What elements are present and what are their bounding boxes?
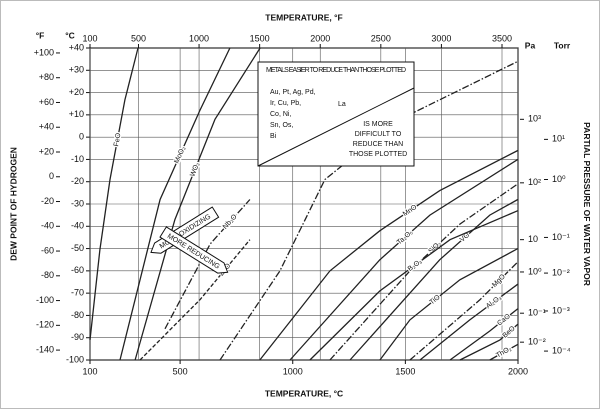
- y4ticks-label: 10⁻³: [552, 305, 570, 315]
- series-line: [379, 248, 519, 361]
- y4ticks-label: 10⁻⁴: [552, 345, 571, 355]
- x2-tick-label: 3000: [431, 33, 451, 43]
- x2-tick-label: 1500: [250, 33, 270, 43]
- y2-tick-label: 0: [49, 171, 54, 181]
- y2-tick-label: +40: [39, 122, 54, 132]
- y-tick-label: +20: [69, 87, 84, 97]
- box: [257, 61, 415, 167]
- y-tick-label: -80: [71, 310, 84, 320]
- series-line: [164, 199, 251, 330]
- x-tick-label: 1000: [283, 366, 303, 376]
- y4ticks-label: 10⁻²: [552, 267, 570, 277]
- legend-box: METALS EASIER TO REDUCE THAN THOSE PLOTT…: [257, 61, 415, 167]
- box-diagonal: [257, 87, 415, 167]
- x2-tick-label: 2000: [310, 33, 330, 43]
- y2-tick-label: -100: [36, 295, 54, 305]
- y4-unit: Torr: [554, 40, 571, 50]
- x-tick-label: 500: [173, 366, 188, 376]
- y-tick-label: +40: [69, 42, 84, 52]
- arrow-shape: [159, 226, 229, 274]
- series-line: [219, 60, 519, 361]
- series-line: [329, 183, 519, 361]
- y-tick-label: -30: [71, 198, 84, 208]
- box-metal: Ir, Cu, Pb,: [270, 100, 301, 107]
- y-tick-label: -10: [71, 154, 84, 164]
- series-line: [89, 47, 139, 340]
- box-lower-text: THOSE PLOTTED: [349, 151, 407, 158]
- y3-unit: Pa: [525, 40, 536, 50]
- x-title: TEMPERATURE, °C: [265, 388, 343, 398]
- y3ticks-label: 10³: [528, 114, 541, 124]
- series-line: [419, 283, 519, 361]
- box-lower-text: IS MORE: [363, 121, 393, 128]
- x2-title: TEMPERATURE, °F: [265, 12, 342, 22]
- x2-tick-label: 1000: [189, 33, 209, 43]
- series-line: [259, 149, 519, 361]
- y-tick-label: -40: [71, 221, 84, 231]
- y2-tick-label: +20: [39, 146, 54, 156]
- y2-tick-label: +80: [39, 72, 54, 82]
- series-line: [409, 261, 519, 361]
- y-tick-label: -90: [71, 332, 84, 342]
- x2-tick-label: 100: [82, 33, 97, 43]
- box-metal: Bi: [270, 133, 277, 140]
- x2-tick-label: 500: [131, 33, 146, 43]
- series-line: [119, 47, 231, 361]
- y4ticks-label: 10⁰: [552, 174, 566, 184]
- series-line: [449, 308, 519, 361]
- x-tick-label: 100: [82, 366, 97, 376]
- y2-tick-label: -120: [36, 320, 54, 330]
- y4ticks-label: 10¹: [552, 134, 565, 144]
- y2-tick-label: -40: [41, 221, 54, 231]
- series-line: [134, 47, 261, 361]
- y-tick-label: +10: [69, 109, 84, 119]
- y-right-title: PARTIAL PRESSURE OF WATER VAPOR: [582, 122, 592, 286]
- y-tick-label: +30: [69, 65, 84, 75]
- y2-tick-label: -20: [41, 196, 54, 206]
- y-title: DEW POINT OF HYDROGEN: [8, 147, 18, 261]
- series-line: [349, 198, 519, 361]
- x-tick-label: 2000: [508, 366, 528, 376]
- box-metal: Sn, Os,: [270, 122, 293, 129]
- y2-tick-label: +100: [34, 47, 54, 57]
- y-tick-label: -70: [71, 288, 84, 298]
- box-metal: Co, Ni,: [270, 111, 291, 118]
- y2-tick-label: -60: [41, 245, 54, 255]
- y-unit: °C: [65, 30, 75, 40]
- series-label: FeO: [113, 132, 122, 147]
- y3ticks-label: 10⁻²: [528, 337, 546, 347]
- box-lower-metal: La: [338, 101, 346, 108]
- y3ticks-label: 10: [528, 234, 538, 244]
- y2-tick-label: -80: [41, 270, 54, 280]
- y-tick-label: 0: [79, 132, 84, 142]
- y-tick-label: -100: [66, 354, 84, 364]
- x-tick-label: 1500: [395, 366, 415, 376]
- series-line: [459, 323, 519, 361]
- series-line: [139, 239, 251, 361]
- box-lower-text: REDUCE THAN: [353, 141, 403, 148]
- y3ticks-label: 10⁻¹: [528, 308, 546, 318]
- x2-tick-label: 3500: [492, 33, 512, 43]
- x2-tick-label: 2500: [371, 33, 391, 43]
- y-tick-label: -60: [71, 265, 84, 275]
- y-tick-label: -20: [71, 176, 84, 186]
- y2-unit: °F: [36, 30, 45, 40]
- y2-tick-label: +60: [39, 97, 54, 107]
- y4ticks-label: 10⁻¹: [552, 232, 570, 242]
- y2-tick-label: -140: [36, 344, 54, 354]
- series-line: [309, 210, 519, 361]
- box-title: METALS EASIER TO REDUCE THAN THOSE PLOTT…: [266, 67, 406, 74]
- box-metal: Au, Pt, Ag, Pd,: [270, 89, 316, 96]
- y-tick-label: -50: [71, 243, 84, 253]
- y3ticks-label: 10²: [528, 177, 541, 187]
- box-lower-text: DIFFICULT TO: [355, 131, 402, 138]
- series-line: [289, 158, 519, 361]
- y3ticks-label: 10⁰: [528, 266, 542, 276]
- series-line: [489, 343, 519, 361]
